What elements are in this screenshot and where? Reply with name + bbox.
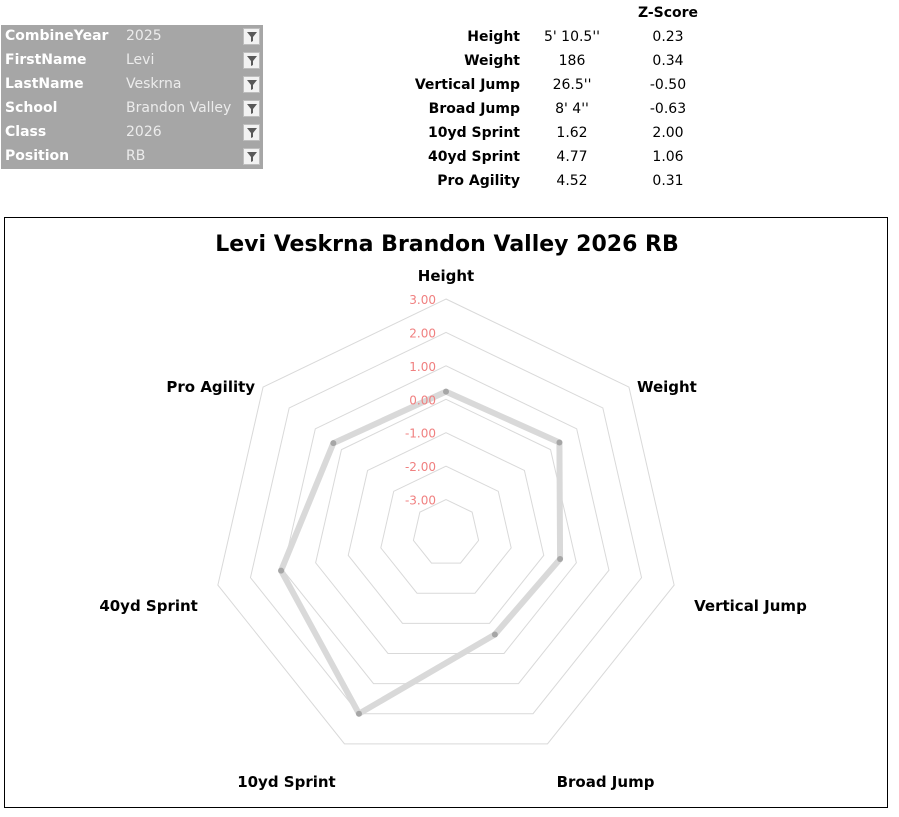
grid-ring [217,298,675,745]
grid-ring [412,499,480,564]
filter-icon[interactable] [243,100,260,117]
stat-label: 10yd Sprint [428,125,520,141]
filter-icon[interactable] [243,124,260,141]
data-point [491,631,498,638]
stat-label: Weight [464,53,520,69]
stat-zscore: 0.31 [652,173,684,189]
filter-value[interactable]: 2025 [126,28,162,44]
filter-label: Class [5,124,47,140]
stat-row: 40yd Sprint 4.77 1.06 [380,146,710,170]
filter-value[interactable]: RB [126,148,146,164]
stat-value: 5' 10.5'' [543,29,601,45]
filter-row-combineyear: CombineYear 2025 [1,25,263,49]
chart-title: Levi Veskrna Brandon Valley 2026 RB [215,232,679,257]
filter-icon[interactable] [243,28,260,45]
filter-label: School [5,100,58,116]
grid-ring [249,331,643,715]
stat-value: 26.5'' [552,77,592,93]
filter-row-class: Class 2026 [1,121,263,145]
radar-chart[interactable]: Levi Veskrna Brandon Valley 2026 RB -3.0… [4,217,888,808]
tick-label: 3.00 [409,293,436,307]
radar-plot: -3.00 -2.00 -1.00 0.00 1.00 2.00 3.00 Height Wei… [99,267,807,791]
tick-label: -1.00 [405,427,436,441]
tick-label: 0.00 [409,393,436,407]
grid-ring [380,465,512,594]
data-point [278,567,285,574]
stat-zscore: -0.63 [649,101,687,117]
filter-value[interactable]: Veskrna [126,76,182,92]
tick-label: 1.00 [409,360,436,374]
filter-icon[interactable] [243,52,260,69]
data-point [330,440,337,447]
stat-zscore: 0.23 [652,29,684,45]
filter-value[interactable]: Brandon Valley [126,100,232,116]
zscore-header: Z-Score [637,5,699,21]
stat-label: Broad Jump [428,101,520,117]
category-label: Weight [637,378,697,396]
filter-row-lastname: LastName Veskrna [1,73,263,97]
stat-row: Vertical Jump 26.5'' -0.50 [380,74,710,98]
stat-row: Weight 186 0.34 [380,50,710,74]
grid-ring [315,398,577,654]
stat-label: 40yd Sprint [428,149,520,165]
filter-row-school: School Brandon Valley [1,97,263,121]
stat-label: Height [467,29,520,45]
grid-ring [347,432,545,624]
tick-label: -3.00 [405,494,436,508]
stat-label: Vertical Jump [414,77,520,93]
category-label: Vertical Jump [694,597,807,615]
category-label: Height [418,267,474,285]
category-label: 10yd Sprint [237,773,336,791]
filter-label: FirstName [5,52,87,68]
category-label: Broad Jump [557,773,655,791]
stat-value: 186 [558,53,586,69]
filter-row-firstname: FirstName Levi [1,49,263,73]
tick-label: -2.00 [405,460,436,474]
filter-label: Position [5,148,70,164]
stat-row: Height 5' 10.5'' 0.23 [380,26,710,50]
tick-label: 2.00 [409,326,436,340]
stat-row: Pro Agility 4.52 0.31 [380,170,710,194]
filter-label: LastName [5,76,84,92]
category-label: 40yd Sprint [99,597,198,615]
stat-zscore: 2.00 [652,125,684,141]
filter-icon[interactable] [243,148,260,165]
data-point [556,439,563,446]
stat-label: Pro Agility [437,173,520,189]
stat-row: 10yd Sprint 1.62 2.00 [380,122,710,146]
grid-ring [282,365,610,685]
filter-row-position: Position RB [1,145,263,169]
stat-value: 4.77 [556,149,588,165]
filter-icon[interactable] [243,76,260,93]
stat-value: 1.62 [556,125,588,141]
filter-value[interactable]: 2026 [126,124,162,140]
data-point [443,388,449,395]
stat-zscore: 0.34 [652,53,684,69]
data-point [355,710,362,717]
stat-value: 4.52 [556,173,588,189]
filter-label: CombineYear [5,28,109,44]
stat-zscore: 1.06 [652,149,684,165]
stat-row: Broad Jump 8' 4'' -0.63 [380,98,710,122]
category-label: Pro Agility [166,378,255,396]
filter-value[interactable]: Levi [126,52,155,68]
data-point [557,556,564,563]
series-line [278,388,564,717]
filter-panel: CombineYear 2025 FirstName Levi LastName… [1,25,263,169]
stat-value: 8' 4'' [555,101,589,117]
stat-zscore: -0.50 [649,77,687,93]
